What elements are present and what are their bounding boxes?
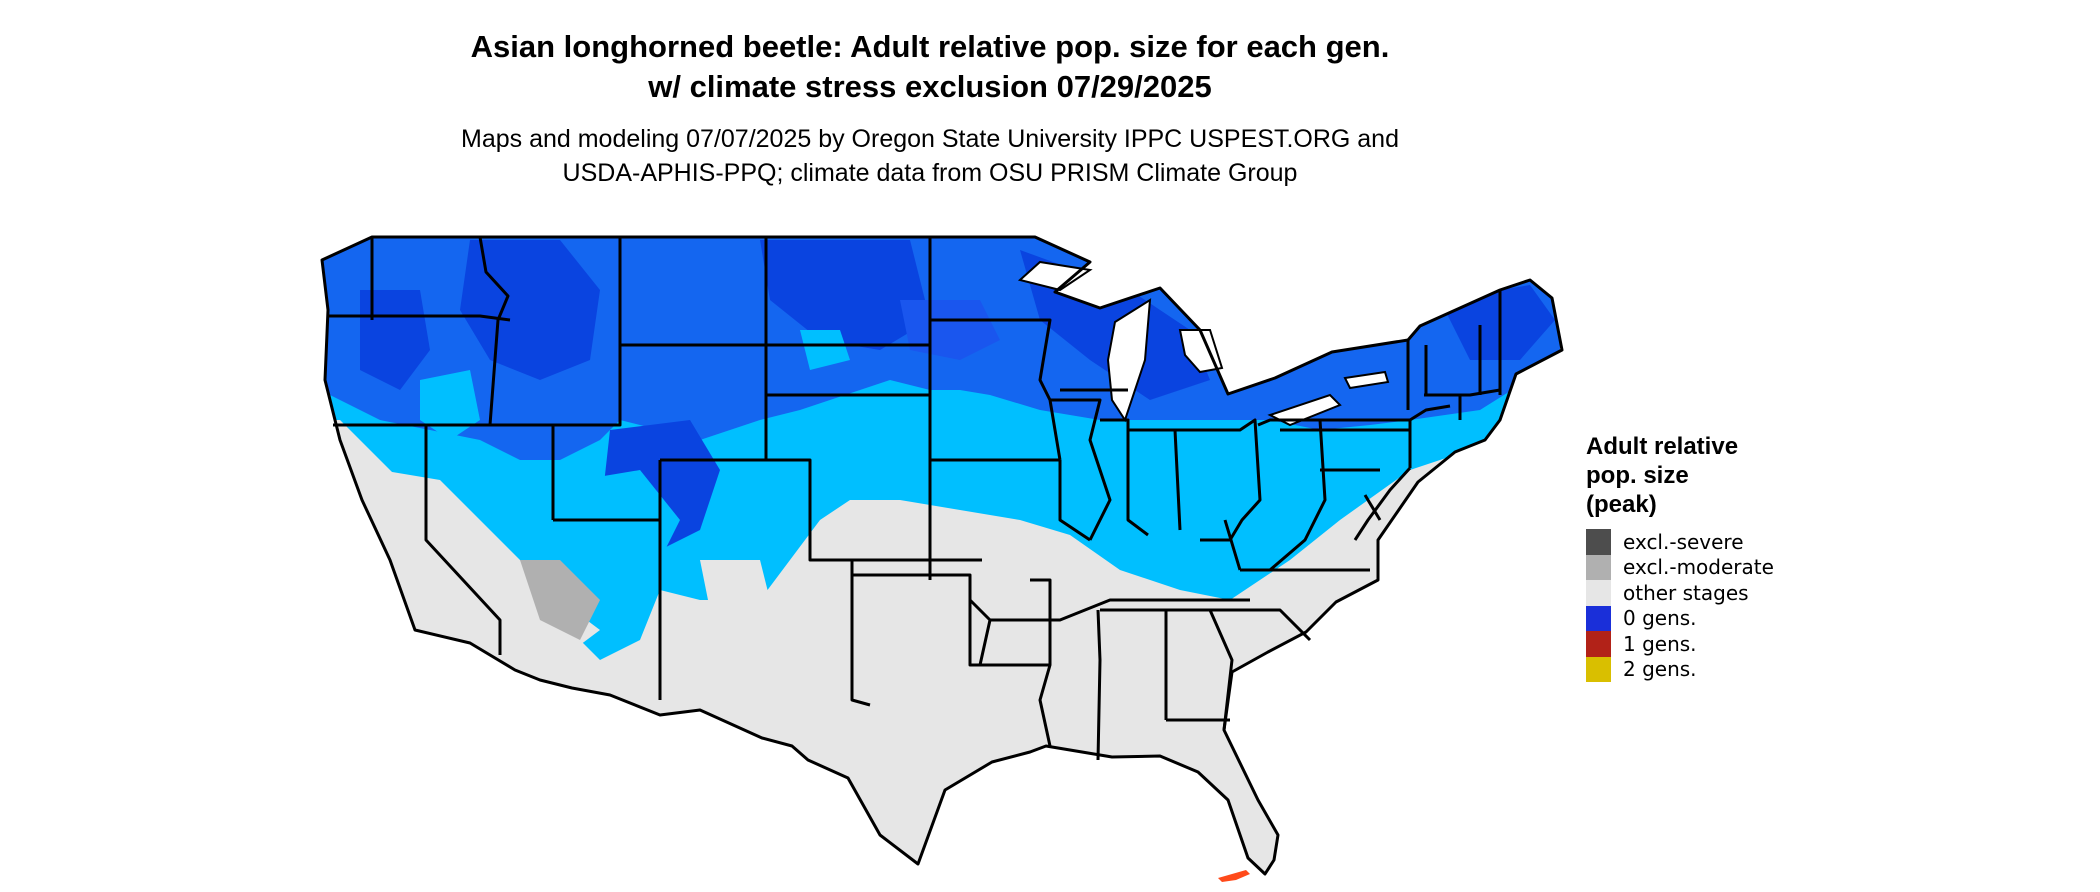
legend-item-excl-moderate: excl.-moderate (1586, 554, 1886, 580)
legend-swatch (1586, 529, 1611, 555)
legend-swatch (1586, 631, 1611, 657)
legend-item-1-gens: 1 gens. (1586, 631, 1886, 657)
legend-item-0-gens: 0 gens. (1586, 605, 1886, 631)
legend-swatch (1586, 554, 1611, 580)
legend-title-line-1: Adult relative (1586, 433, 1739, 460)
map-legend: Adult relative pop. size (peak) excl.-se… (1586, 432, 1886, 682)
legend-swatch (1586, 656, 1611, 682)
legend-label: other stages (1623, 580, 1749, 605)
legend-item-other-stages: other stages (1586, 580, 1886, 606)
state-borders (320, 235, 1564, 876)
legend-title-line-2: pop. size (1586, 462, 1689, 489)
map-subtitle-line-2: USDA-APHIS-PPQ; climate data from OSU PR… (562, 159, 1298, 187)
legend-item-excl-severe: excl.-severe (1586, 529, 1886, 555)
legend-label: excl.-moderate (1623, 555, 1774, 580)
legend-label: excl.-severe (1623, 529, 1744, 554)
legend-swatch (1586, 605, 1611, 631)
florida-keys-spot (1218, 870, 1250, 882)
legend-title-line-3: (peak) (1586, 491, 1657, 518)
legend-swatch (1586, 580, 1611, 606)
legend-title: Adult relative pop. size (peak) (1586, 432, 1886, 519)
legend-label: 0 gens. (1623, 606, 1697, 631)
map-title-line-2: w/ climate stress exclusion 07/29/2025 (648, 69, 1212, 104)
map-title-line-1: Asian longhorned beetle: Adult relative … (470, 29, 1390, 64)
map-subtitle-line-1: Maps and modeling 07/07/2025 by Oregon S… (461, 125, 1399, 153)
legend-label: 1 gens. (1623, 631, 1697, 656)
legend-label: 2 gens. (1623, 657, 1697, 682)
legend-item-2-gens: 2 gens. (1586, 656, 1886, 682)
us-map (300, 220, 1570, 892)
